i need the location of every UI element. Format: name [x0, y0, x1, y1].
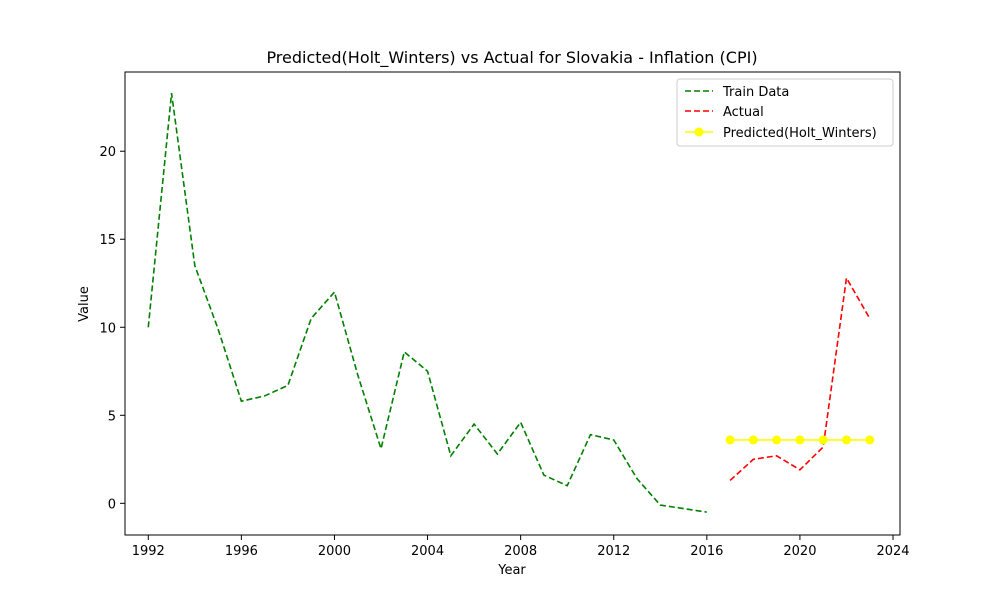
y-axis-label: Value: [77, 286, 92, 322]
x-axis: 1992 1996 2000 2004 2008 2012 2016 2020 2024: [132, 535, 910, 559]
x-tick-label: 2020: [783, 544, 816, 559]
predicted-point: [865, 435, 875, 445]
x-tick-label: 2012: [597, 544, 630, 559]
series-layer: [147, 93, 875, 513]
chart-title: Predicted(Holt_Winters) vs Actual for Sl…: [266, 48, 757, 68]
predicted-point: [818, 435, 828, 445]
y-tick-label: 15: [99, 233, 116, 248]
legend-predicted-marker: [694, 127, 704, 137]
series-line-1: [729, 275, 871, 482]
x-tick-label: 1996: [225, 544, 258, 559]
predicted-point: [841, 435, 851, 445]
x-axis-label: Year: [497, 563, 526, 578]
x-tick-label: 2024: [876, 544, 909, 559]
y-tick-label: 0: [108, 497, 116, 512]
y-axis: 0 5 10 15 20: [99, 145, 125, 512]
plot-area-frame: [124, 71, 901, 536]
y-tick-label: 5: [108, 409, 116, 424]
predicted-point: [772, 435, 782, 445]
x-tick-label: 2000: [318, 544, 351, 559]
x-tick-label: 2004: [411, 544, 444, 559]
y-tick-label: 20: [99, 145, 116, 160]
legend-predicted-label: Predicted(Holt_Winters): [723, 126, 877, 141]
x-tick-label: 2008: [504, 544, 537, 559]
legend: Train Data Actual Predicted(Holt_Winters…: [676, 78, 894, 147]
y-tick-label: 10: [99, 321, 116, 336]
x-tick-label: 2016: [690, 544, 723, 559]
series-line-0: [147, 93, 707, 513]
legend-box: [676, 78, 894, 147]
predicted-point: [725, 435, 735, 445]
predicted-point: [748, 435, 758, 445]
x-tick-label: 1992: [132, 544, 165, 559]
legend-actual-label: Actual: [723, 105, 764, 120]
predicted-point: [795, 435, 805, 445]
legend-train-label: Train Data: [722, 85, 789, 100]
